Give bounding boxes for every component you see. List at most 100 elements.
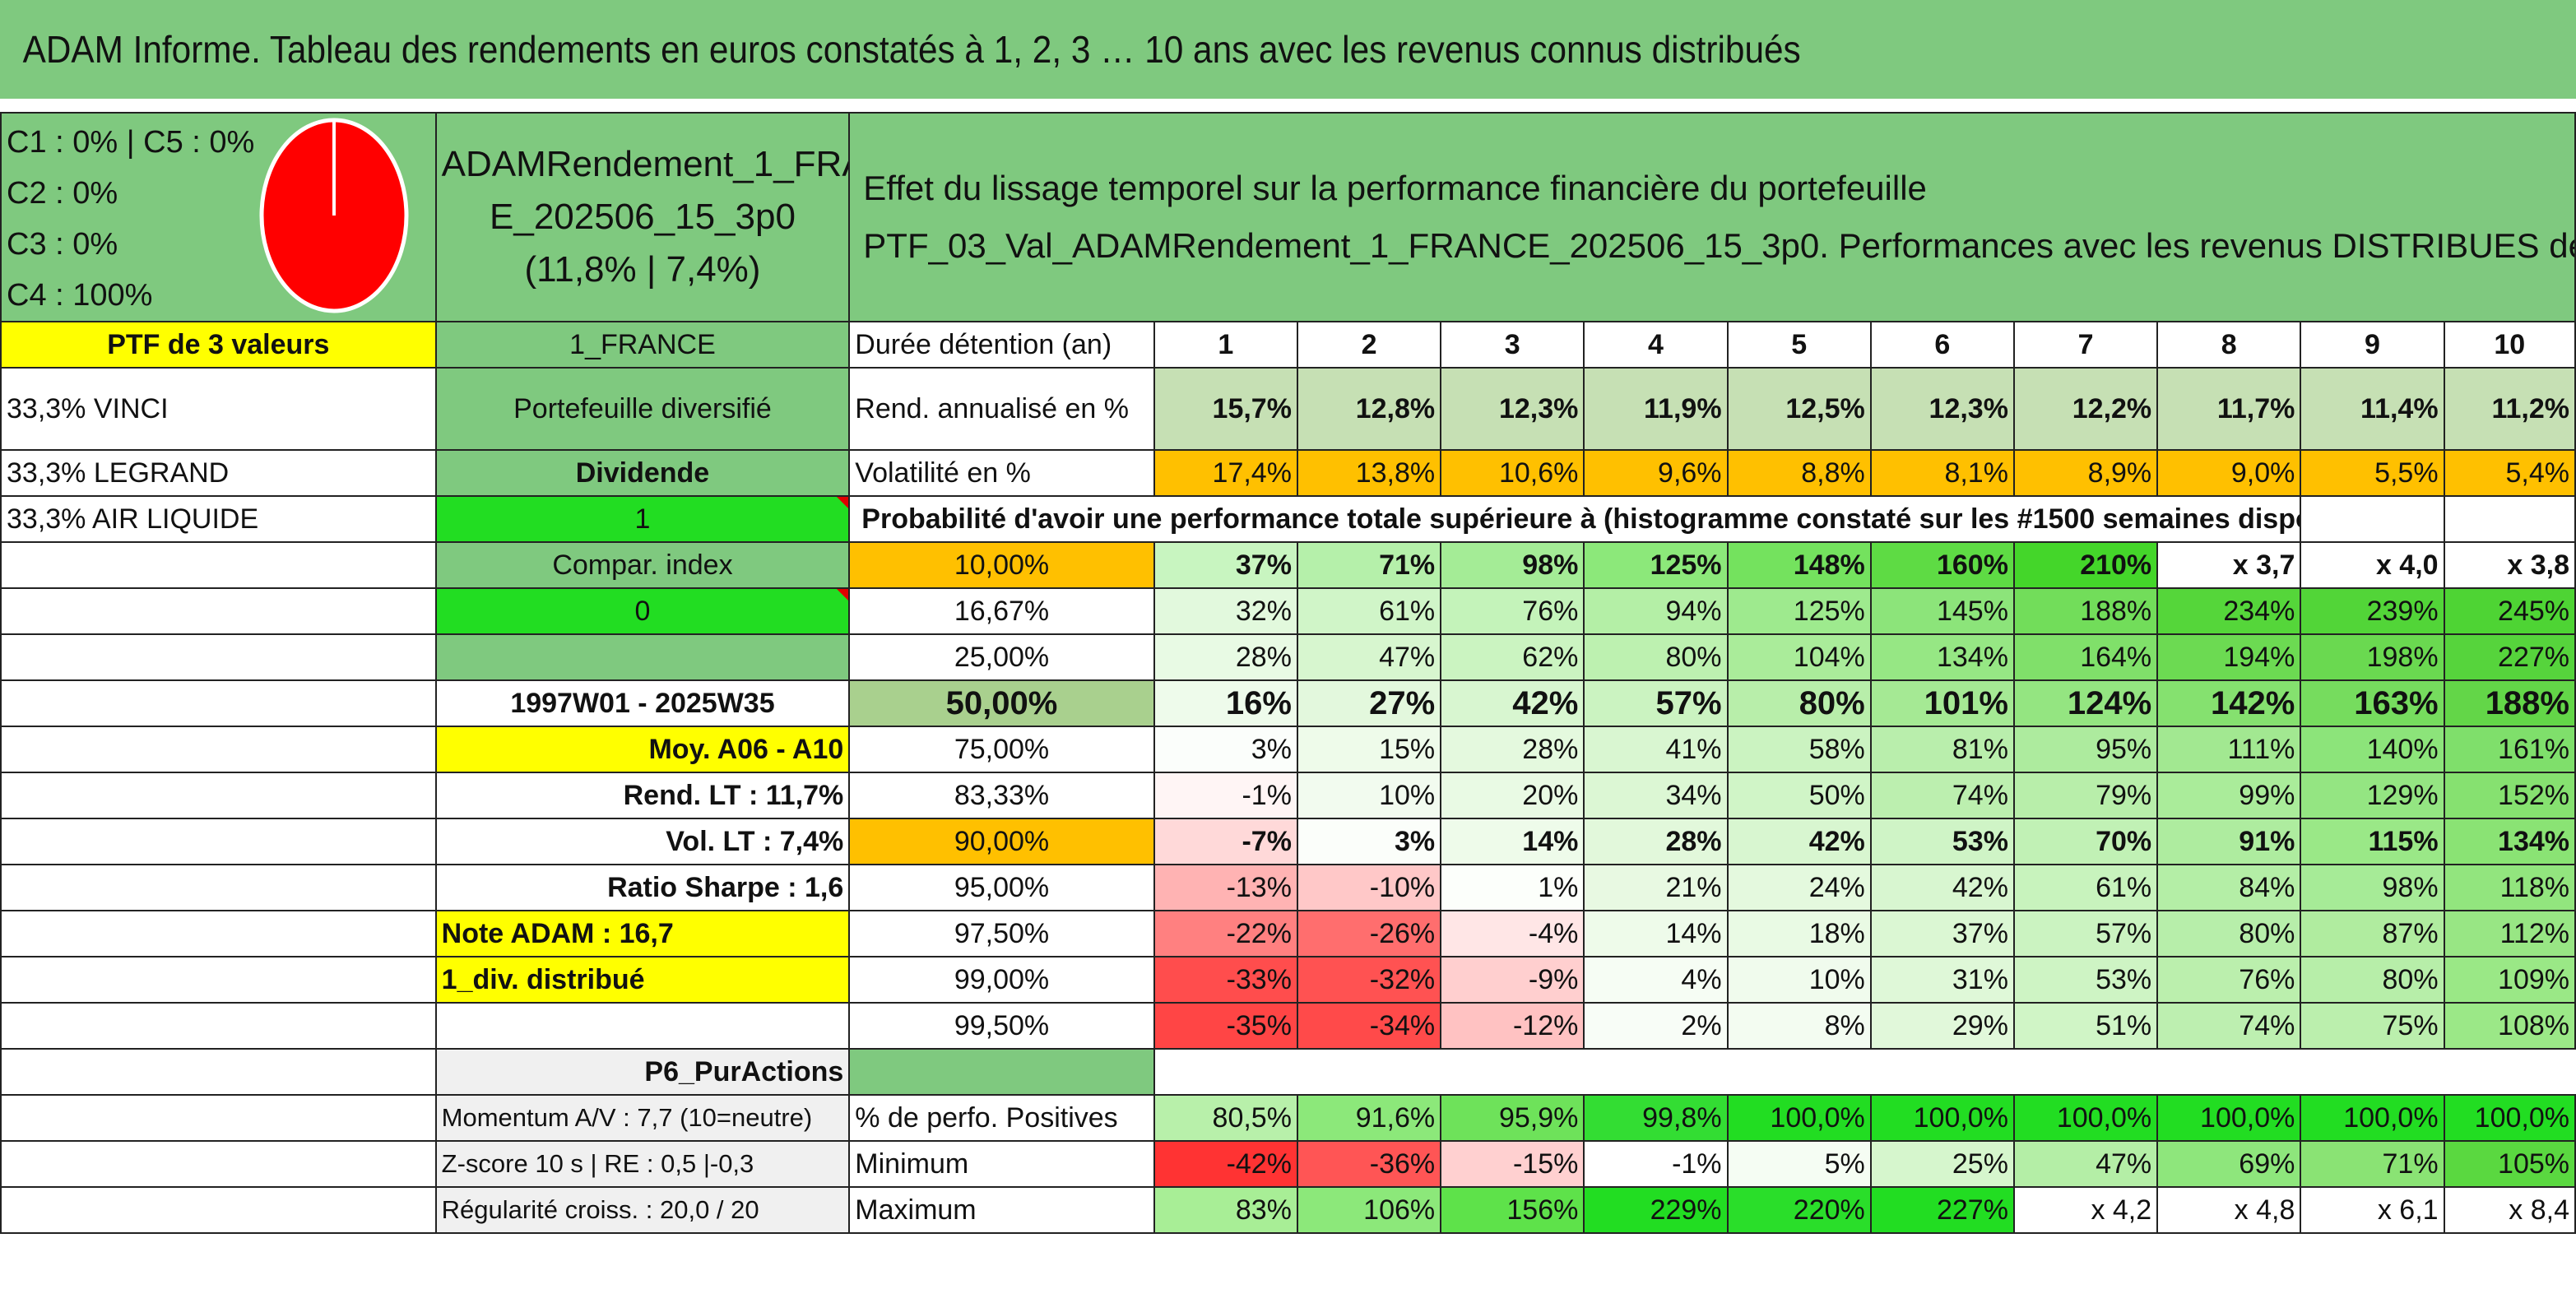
quantile-value: 91% — [2156, 818, 2302, 865]
quantile-value: 42% — [1869, 864, 2015, 911]
min-value: -1% — [1583, 1140, 1729, 1188]
empty-cell — [0, 1002, 437, 1050]
holding-vinci: 33,3% VINCI — [0, 367, 437, 451]
min-value: 69% — [2156, 1140, 2302, 1188]
page-title: ADAM Informe. Tableau des rendements en … — [22, 28, 1801, 71]
quantile-value: -9% — [1440, 956, 1585, 1004]
empty-cell — [0, 864, 437, 911]
empty-cell — [434, 1002, 851, 1050]
max-label: Maximum — [848, 1186, 1155, 1234]
quantile-value: x 4,0 — [2300, 541, 2445, 589]
quantile-value: 160% — [1869, 541, 2015, 589]
quantile-value: 115% — [2300, 818, 2445, 865]
pos-value: 80,5% — [1153, 1094, 1298, 1142]
year-header: 6 — [1869, 321, 2015, 369]
quantile-value: 164% — [2012, 633, 2159, 681]
quantile-value: -26% — [1296, 910, 1442, 957]
rend-value: 12,8% — [1296, 367, 1442, 451]
quantile-value: 98% — [1440, 541, 1585, 589]
quantile-value: 94% — [1583, 587, 1729, 635]
quantile-value: -13% — [1153, 864, 1298, 911]
quantile-value: 80% — [1726, 679, 1872, 727]
empty-cell — [0, 1140, 437, 1188]
quantile-value: 16% — [1153, 679, 1298, 727]
quantile-label: 97,50% — [848, 910, 1155, 957]
quantile-value: 28% — [1440, 726, 1585, 773]
quantile-value: 50% — [1726, 772, 1872, 819]
quantile-value: 28% — [1153, 633, 1298, 681]
quantile-value: 118% — [2443, 864, 2576, 911]
rend-value: 11,4% — [2300, 367, 2445, 451]
quantile-value: 8% — [1726, 1002, 1872, 1050]
min-value: -42% — [1153, 1140, 1298, 1188]
quantile-value: 47% — [1296, 633, 1442, 681]
empty-cell — [0, 541, 437, 589]
min-value: 5% — [1726, 1140, 1872, 1188]
empty-cell — [0, 910, 437, 957]
headline-cell: Effet du lissage temporel sur la perform… — [848, 112, 2576, 322]
year-header: 4 — [1583, 321, 1729, 369]
quantile-value: 3% — [1153, 726, 1298, 773]
empty-cell — [2443, 495, 2576, 543]
pos-value: 100,0% — [2443, 1094, 2576, 1142]
max-value: 220% — [1726, 1186, 1872, 1234]
quantile-label: 75,00% — [848, 726, 1155, 773]
year-header: 5 — [1726, 321, 1872, 369]
quantile-value: 125% — [1583, 541, 1729, 589]
quantile-label: 10,00% — [848, 541, 1155, 589]
year-header: 9 — [2300, 321, 2445, 369]
holding-air-liquide: 33,3% AIR LIQUIDE — [0, 495, 437, 543]
quantile-value: 32% — [1153, 587, 1298, 635]
quantile-label: 83,33% — [848, 772, 1155, 819]
pos-value: 100,0% — [1869, 1094, 2015, 1142]
proba-label: Probabilité d'avoir une performance tota… — [848, 495, 2302, 543]
quantile-value: -33% — [1153, 956, 1298, 1004]
max-value: 229% — [1583, 1186, 1729, 1234]
quantile-value: 95% — [2012, 726, 2159, 773]
quantile-value: x 3,7 — [2156, 541, 2302, 589]
vol-value: 5,4% — [2443, 449, 2576, 497]
max-value: 156% — [1440, 1186, 1585, 1234]
quantile-value: 80% — [2300, 956, 2445, 1004]
year-header: 1 — [1153, 321, 1298, 369]
quantile-label: 50,00% — [848, 679, 1155, 727]
quantile-value: 34% — [1583, 772, 1729, 819]
quantile-value: 125% — [1726, 587, 1872, 635]
empty-cell — [0, 679, 437, 727]
quantile-value: -32% — [1296, 956, 1442, 1004]
income-type: Dividende — [434, 449, 851, 497]
quantile-value: 140% — [2300, 726, 2445, 773]
quantile-value: -34% — [1296, 1002, 1442, 1050]
holding-legrand: 33,3% LEGRAND — [0, 449, 437, 497]
quantile-value: -4% — [1440, 910, 1585, 957]
empty-cell — [0, 1094, 437, 1142]
quantile-value: 62% — [1440, 633, 1585, 681]
quantile-value: 142% — [2156, 679, 2302, 727]
quantile-value: 104% — [1726, 633, 1872, 681]
quantile-value: -22% — [1153, 910, 1298, 957]
quantile-value: 129% — [2300, 772, 2445, 819]
quantile-value: 84% — [2156, 864, 2302, 911]
rend-value: 12,3% — [1440, 367, 1585, 451]
profile-label: P6_PurActions — [434, 1048, 851, 1096]
returns-table: C1 : 0% | C5 : 0% C2 : 0% C3 : 0% C4 : 1… — [0, 112, 2576, 1234]
quantile-value: 99% — [2156, 772, 2302, 819]
allocation-line: C1 : 0% | C5 : 0% — [7, 125, 255, 160]
quantile-value: 111% — [2156, 726, 2302, 773]
empty-cell — [0, 1048, 437, 1096]
quantile-value: 31% — [1869, 956, 2015, 1004]
max-value: 106% — [1296, 1186, 1442, 1234]
quantile-value: 70% — [2012, 818, 2159, 865]
min-label: Minimum — [848, 1140, 1155, 1188]
empty-cell — [0, 633, 437, 681]
note-adam-label: Note ADAM : 16,7 — [434, 910, 851, 957]
quantile-label: 95,00% — [848, 864, 1155, 911]
allocation-cell: C1 : 0% | C5 : 0% C2 : 0% C3 : 0% C4 : 1… — [0, 112, 437, 322]
vol-value: 9,6% — [1583, 449, 1729, 497]
vol-value: 13,8% — [1296, 449, 1442, 497]
empty-cell — [1153, 1049, 2575, 1095]
quantile-value: 2% — [1583, 1002, 1729, 1050]
rend-value: 12,3% — [1869, 367, 2015, 451]
empty-cell — [0, 726, 437, 773]
rend-value: 12,2% — [2012, 367, 2159, 451]
